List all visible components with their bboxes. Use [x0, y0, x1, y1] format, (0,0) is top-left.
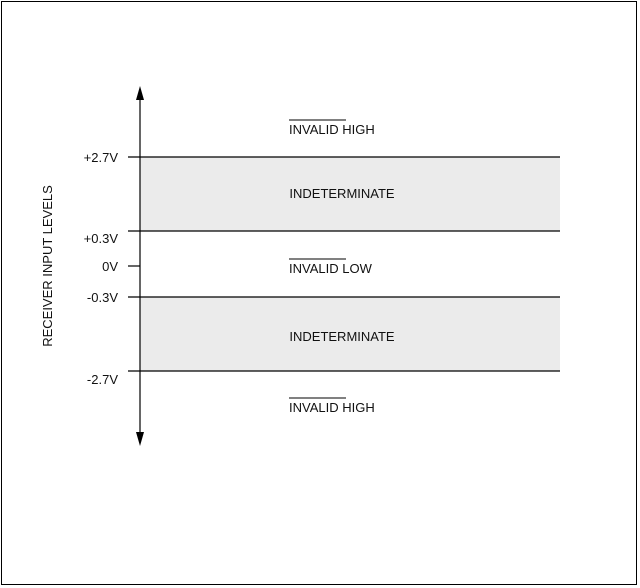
svg-text:INVALID HIGH: INVALID HIGH	[289, 400, 375, 415]
svg-text:INVALID LOW: INVALID LOW	[289, 261, 373, 276]
region-suffix: HIGH	[339, 122, 375, 137]
region-invalid-high-top: INVALID HIGH	[289, 119, 375, 137]
region-indeterminate-lower: INDETERMINATE	[289, 329, 395, 344]
invalid-bar-text: INVALID	[289, 400, 339, 415]
level-label-minus-0-3v: -0.3V	[87, 290, 118, 305]
region-suffix: HIGH	[339, 400, 375, 415]
indeterminate-band-upper	[140, 157, 560, 231]
level-label-plus-2-7v: +2.7V	[84, 150, 119, 165]
level-label-0v: 0V	[102, 259, 118, 274]
region-indeterminate-upper: INDETERMINATE	[289, 186, 395, 201]
indeterminate-band-lower	[140, 297, 560, 371]
level-label-minus-2-7v: -2.7V	[87, 372, 118, 387]
region-suffix: LOW	[339, 261, 373, 276]
svg-text:INVALID HIGH: INVALID HIGH	[289, 122, 375, 137]
arrow-up-icon	[136, 86, 144, 100]
arrow-down-icon	[136, 432, 144, 446]
region-invalid-low: INVALID LOW	[289, 258, 373, 276]
level-label-plus-0-3v: +0.3V	[84, 231, 119, 246]
region-invalid-high-bottom: INVALID HIGH	[289, 397, 375, 415]
invalid-bar-text: INVALID	[289, 122, 339, 137]
axis-title: RECEIVER INPUT LEVELS	[40, 185, 55, 347]
invalid-bar-text: INVALID	[289, 261, 339, 276]
